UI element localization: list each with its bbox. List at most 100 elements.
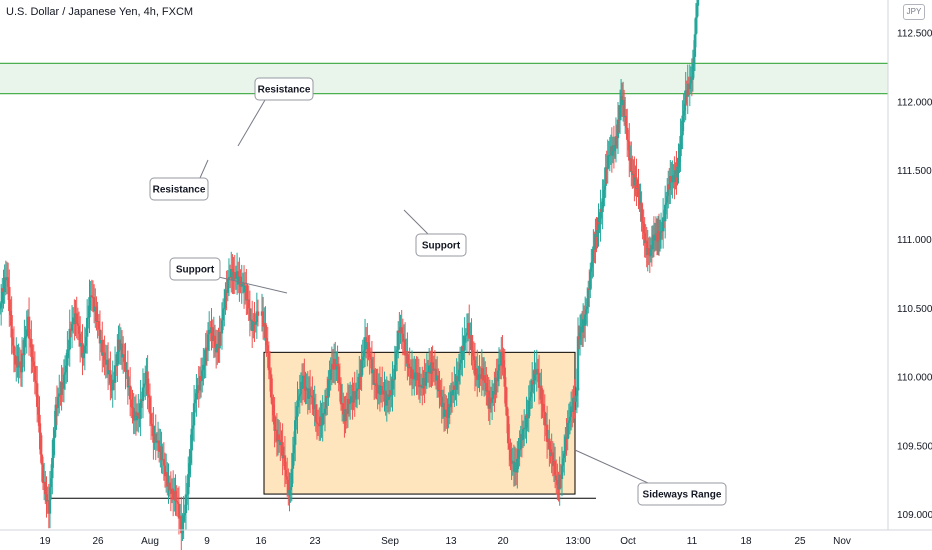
candle-body [484, 375, 487, 384]
candle-body [206, 334, 210, 351]
candle-body [187, 474, 190, 495]
candle-body [227, 276, 231, 280]
candle-body [665, 202, 668, 205]
candle-body [211, 327, 214, 342]
candle-body [78, 333, 82, 347]
candle-body [506, 416, 510, 444]
candle-body [49, 478, 53, 488]
candle-body [191, 425, 195, 429]
callout-connector [403, 209, 429, 235]
candle-body [315, 422, 319, 424]
candle-body [667, 184, 670, 197]
candle-body [599, 208, 602, 225]
candle-body [379, 385, 383, 395]
price-axis[interactable]: 109.000 109.500 110.000 110.500 111.000 111.5… [897, 0, 932, 522]
candle-body [51, 457, 54, 479]
candle-body [68, 328, 71, 350]
candle-body [616, 119, 620, 139]
candle-body [431, 362, 434, 371]
candle-body [20, 353, 24, 373]
candle-body [426, 371, 430, 373]
candle-body [33, 366, 37, 381]
candle-body [154, 433, 157, 443]
candle-body [586, 306, 589, 310]
candle-body [314, 404, 318, 423]
candle-body [449, 391, 453, 408]
candle-body [348, 399, 352, 404]
currency-badge[interactable]: JPY [903, 4, 925, 20]
candle-body [245, 285, 248, 301]
candle-body [297, 396, 300, 401]
candle-body [339, 384, 343, 405]
candle-body [635, 177, 638, 190]
candle-body [648, 255, 651, 257]
candle-body [285, 476, 289, 480]
candle-body [220, 320, 224, 334]
candle-body [356, 388, 360, 390]
time-axis[interactable]: 19 26 Aug 9 16 23 Sep 13 20 13:00 Oct 11 18 25 Nov [39, 536, 850, 547]
candle-body [95, 306, 98, 322]
candle-body [204, 347, 207, 365]
zone-layer [0, 62, 888, 95]
candle-body [82, 352, 85, 359]
candle-body [696, 0, 700, 6]
candle-body [24, 336, 27, 338]
x-tick-label: Aug [141, 536, 159, 547]
callout-connector [199, 159, 209, 179]
candle-body [594, 233, 597, 250]
candle-body [551, 452, 555, 467]
candle-body [123, 354, 126, 362]
candle-body [521, 429, 525, 441]
candle-body [166, 472, 169, 487]
candle-body [533, 369, 536, 385]
y-tick-label: 110.000 [897, 373, 932, 384]
candle-body [472, 356, 476, 361]
candle-body [261, 311, 265, 327]
candle-body [218, 331, 221, 349]
candle-body [587, 288, 590, 307]
candle-body [265, 337, 268, 346]
candle-body [542, 404, 545, 412]
candle-body [1, 287, 4, 304]
candle-body [277, 434, 281, 440]
candle-body [9, 311, 12, 316]
candle-body [163, 465, 167, 477]
candle-body [254, 321, 257, 325]
candle-body [392, 379, 395, 381]
candle-body [158, 440, 161, 452]
candle-body [11, 337, 14, 346]
candle-body [256, 311, 260, 316]
candle-body [572, 397, 575, 412]
candle-body [290, 468, 293, 488]
candle-body [614, 136, 618, 146]
candle-body [203, 364, 206, 366]
candle-body [361, 356, 364, 361]
callout-connector [237, 99, 266, 147]
candle-body [58, 393, 61, 397]
candle-body [228, 276, 232, 278]
candle-body [460, 359, 463, 364]
candle-body [346, 399, 350, 414]
candle-body [155, 441, 159, 443]
candle-body [103, 352, 106, 361]
candle-body [25, 329, 28, 337]
candle-body [130, 399, 133, 407]
candle-body [98, 329, 102, 344]
candle-body [131, 406, 134, 409]
candle-body [504, 386, 508, 407]
candle-body [375, 383, 378, 387]
candle-body [38, 414, 41, 433]
candle-body [439, 390, 442, 397]
candle-body [92, 297, 96, 312]
candle-body [434, 369, 438, 381]
candle-body [567, 420, 571, 423]
candle-body [0, 303, 3, 309]
x-tick-label: Nov [833, 536, 851, 547]
candle-body [67, 349, 70, 351]
candle-body [643, 233, 646, 244]
candle-body [139, 399, 142, 419]
candle-body [447, 403, 450, 418]
callout-label: Sideways Range [643, 490, 722, 501]
candle-body [568, 416, 572, 421]
